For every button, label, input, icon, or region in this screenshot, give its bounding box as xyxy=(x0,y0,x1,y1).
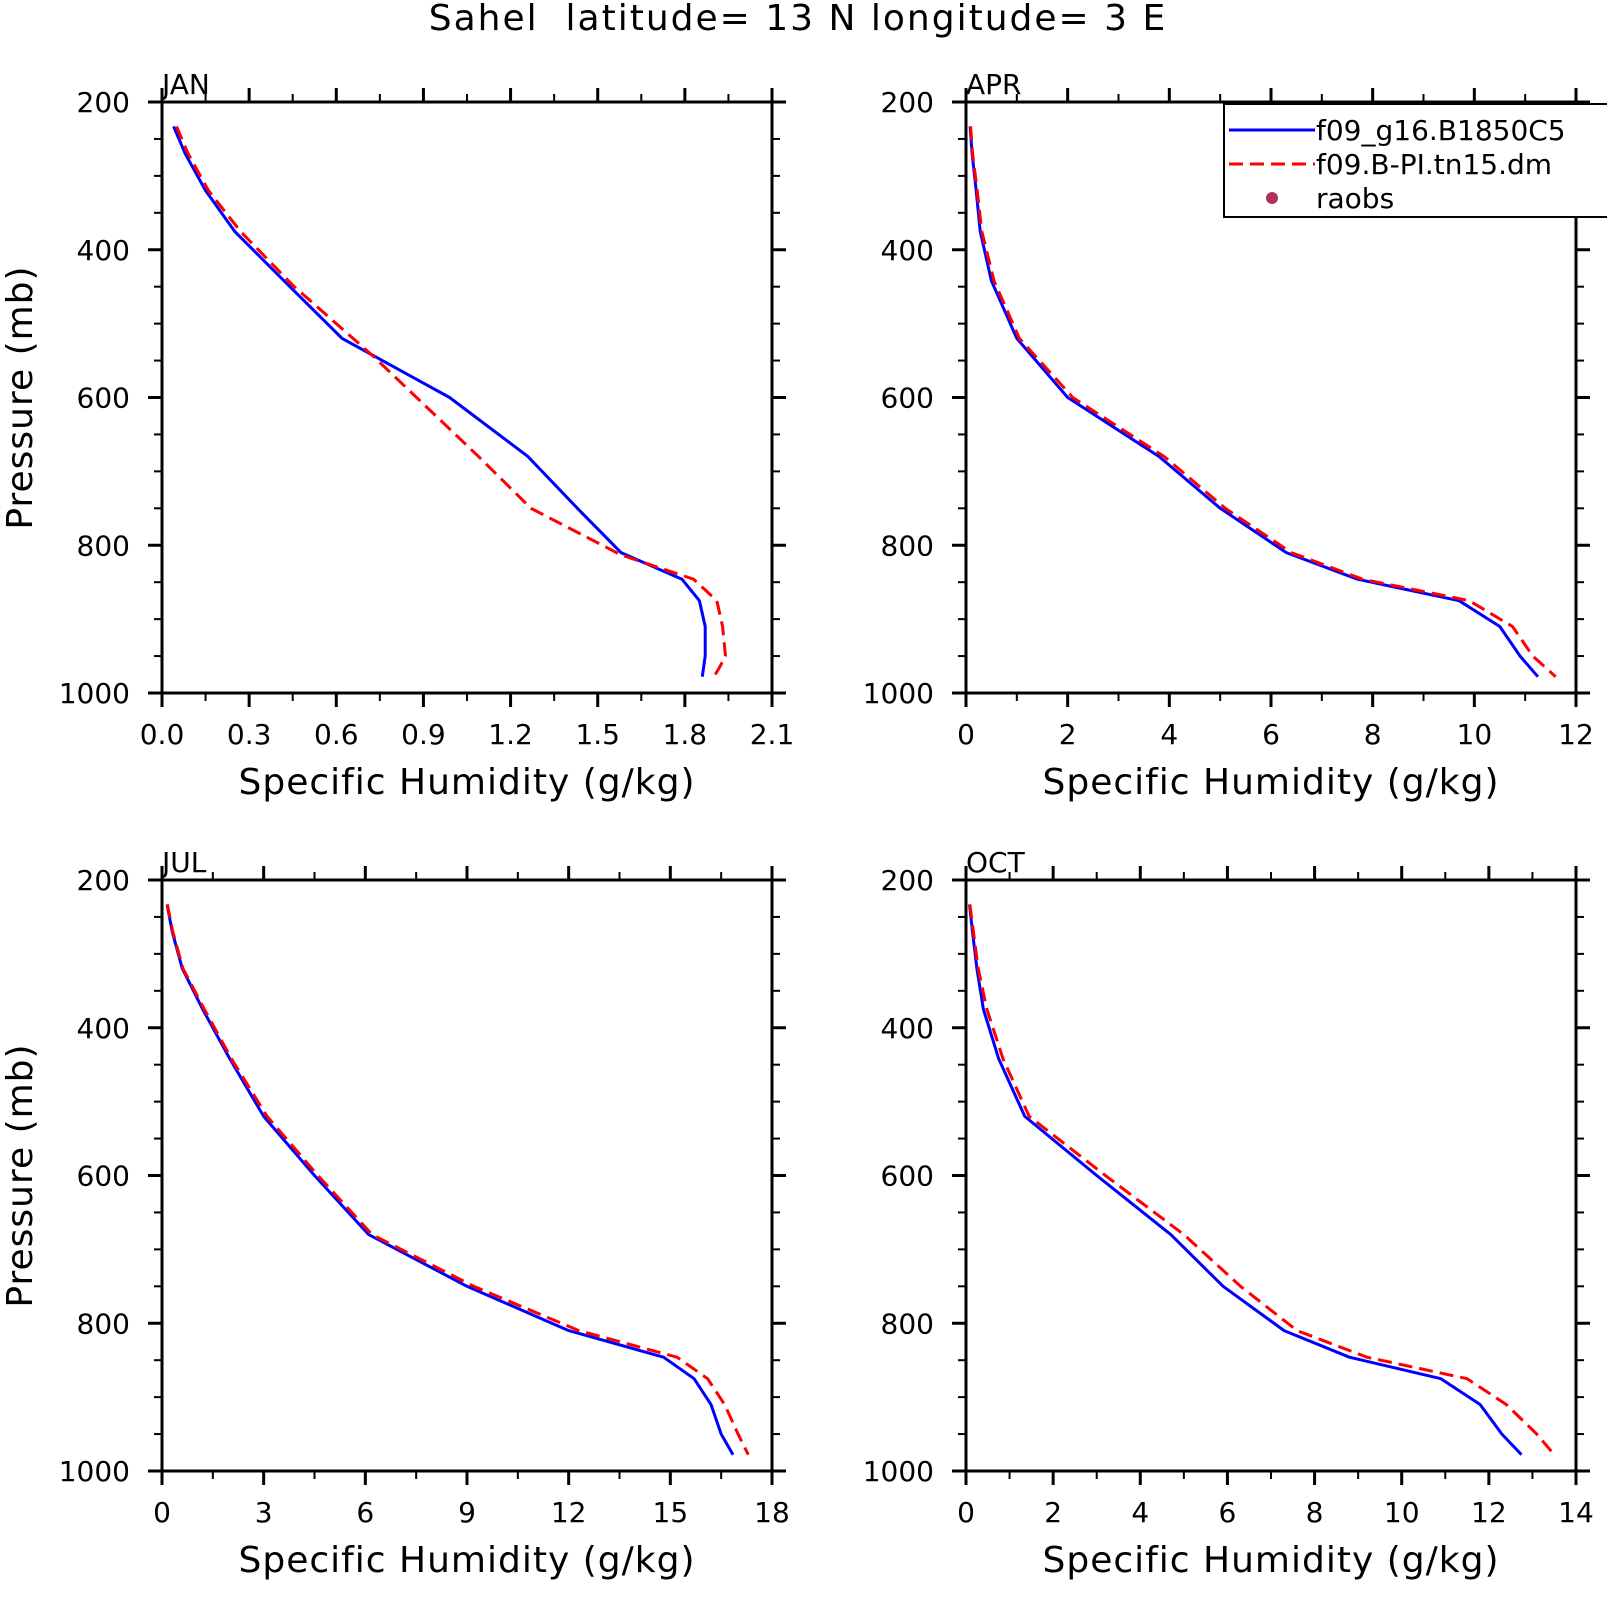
legend-entry: raobs xyxy=(1266,182,1394,215)
y-tick-label: 200 xyxy=(77,86,130,119)
figure-title: Sahel latitude= 13 N longitude= 3 E xyxy=(429,0,1167,39)
panel-label-apr: APR xyxy=(966,68,1022,101)
y-tick-label: 200 xyxy=(881,864,934,897)
x-tick-label: 18 xyxy=(754,1496,790,1529)
legend-label: f09_g16.B1850C5 xyxy=(1316,114,1566,147)
y-tick-label: 200 xyxy=(77,864,130,897)
y-tick-label: 400 xyxy=(77,234,130,267)
y-tick-label: 1000 xyxy=(59,677,130,710)
y-tick-label: 800 xyxy=(881,529,934,562)
legend-box xyxy=(1223,103,1607,218)
x-axis-label: Specific Humidity (g/kg) xyxy=(238,1540,695,1581)
panel-apr: APR 0 2 4 6 8 10 12 200 400 600 800 1000 Specific Hum… xyxy=(863,68,1594,803)
series-line-f09-bpi-apr xyxy=(969,126,1557,678)
y-tick-label: 600 xyxy=(881,1160,934,1193)
series-line-f09_g16-jul xyxy=(165,904,735,1456)
x-tick-label: 3 xyxy=(255,1496,273,1529)
x-tick-label: 6 xyxy=(356,1496,374,1529)
x-tick-label: 1.8 xyxy=(663,718,708,751)
x-tick-label: 1.2 xyxy=(488,718,533,751)
series-line-f09_g16-jan xyxy=(172,125,707,677)
x-tick-label: 2 xyxy=(1044,1496,1062,1529)
x-tick-label: 0.9 xyxy=(401,718,446,751)
x-tick-label: 6 xyxy=(1219,1496,1237,1529)
y-axis-label: Pressure (mb) xyxy=(0,265,41,529)
x-tick-label: 0.0 xyxy=(140,718,185,751)
plot-frame-jul xyxy=(160,878,774,1473)
x-tick-label: 0 xyxy=(957,1496,975,1529)
series-line-f09-bpi-jan xyxy=(175,125,727,678)
legend-entry: f09.B-PI.tn15.dm xyxy=(1229,148,1552,181)
y-tick-label: 1000 xyxy=(863,1455,934,1488)
legend-label: f09.B-PI.tn15.dm xyxy=(1316,148,1552,181)
series-line-f09_g16-apr xyxy=(968,126,1540,678)
legend-label: raobs xyxy=(1316,182,1394,215)
x-tick-label: 12 xyxy=(1471,1496,1507,1529)
x-tick-label: 1.5 xyxy=(575,718,620,751)
x-tick-label: 8 xyxy=(1364,718,1382,751)
x-tick-label: 2.1 xyxy=(750,718,795,751)
panel-oct: OCT 0 2 4 6 8 10 12 14 200 400 600 800 1000 Specific H… xyxy=(863,846,1594,1581)
y-tick-label: 600 xyxy=(77,382,130,415)
x-tick-label: 0 xyxy=(153,1496,171,1529)
series-line-f09_g16-oct xyxy=(968,904,1523,1456)
x-tick-label: 6 xyxy=(1262,718,1280,751)
x-axis-label: Specific Humidity (g/kg) xyxy=(1042,1540,1499,1581)
y-tick-label: 200 xyxy=(881,86,934,119)
plot-frame-jan xyxy=(160,100,774,695)
x-axis-label: Specific Humidity (g/kg) xyxy=(1042,762,1499,803)
x-tick-label: 2 xyxy=(1059,718,1077,751)
x-tick-label: 15 xyxy=(653,1496,689,1529)
plot-frame-oct xyxy=(964,878,1578,1473)
panel-label-jul: JUL xyxy=(160,846,207,879)
x-tick-label: 0.6 xyxy=(314,718,359,751)
y-tick-label: 1000 xyxy=(863,677,934,710)
x-tick-label: 10 xyxy=(1384,1496,1420,1529)
x-axis-label: Specific Humidity (g/kg) xyxy=(238,762,695,803)
y-tick-label: 800 xyxy=(77,1307,130,1340)
panel-jul: JUL 0 3 6 9 12 15 18 200 400 600 800 1000 Specific Hu… xyxy=(0,846,790,1581)
y-axis-label: Pressure (mb) xyxy=(0,1043,41,1307)
y-tick-label: 1000 xyxy=(59,1455,130,1488)
x-tick-label: 10 xyxy=(1457,718,1493,751)
x-tick-label: 4 xyxy=(1131,1496,1149,1529)
panel-label-oct: OCT xyxy=(966,846,1026,879)
x-tick-label: 0.3 xyxy=(227,718,272,751)
x-tick-label: 9 xyxy=(458,1496,476,1529)
panel-label-jan: JAN xyxy=(160,68,210,101)
y-tick-label: 600 xyxy=(881,382,934,415)
y-tick-label: 800 xyxy=(77,529,130,562)
y-tick-label: 600 xyxy=(77,1160,130,1193)
x-tick-label: 12 xyxy=(1558,718,1594,751)
legend-marker-raobs xyxy=(1266,192,1278,204)
x-tick-label: 14 xyxy=(1558,1496,1594,1529)
y-tick-label: 400 xyxy=(77,1012,130,1045)
x-tick-label: 0 xyxy=(957,718,975,751)
x-tick-label: 4 xyxy=(1160,718,1178,751)
legend-entry: f09_g16.B1850C5 xyxy=(1229,114,1566,147)
panel-jan: JAN 0.0 0.3 0.6 0.9 1.2 1.5 1.8 2.1 200 400 600 800 1… xyxy=(0,68,794,803)
series-line-f09-bpi-oct xyxy=(968,904,1556,1456)
x-tick-label: 12 xyxy=(551,1496,587,1529)
y-tick-label: 800 xyxy=(881,1307,934,1340)
y-tick-label: 400 xyxy=(881,234,934,267)
y-tick-label: 400 xyxy=(881,1012,934,1045)
series-line-f09-bpi-jul xyxy=(165,904,750,1456)
x-tick-label: 8 xyxy=(1306,1496,1324,1529)
